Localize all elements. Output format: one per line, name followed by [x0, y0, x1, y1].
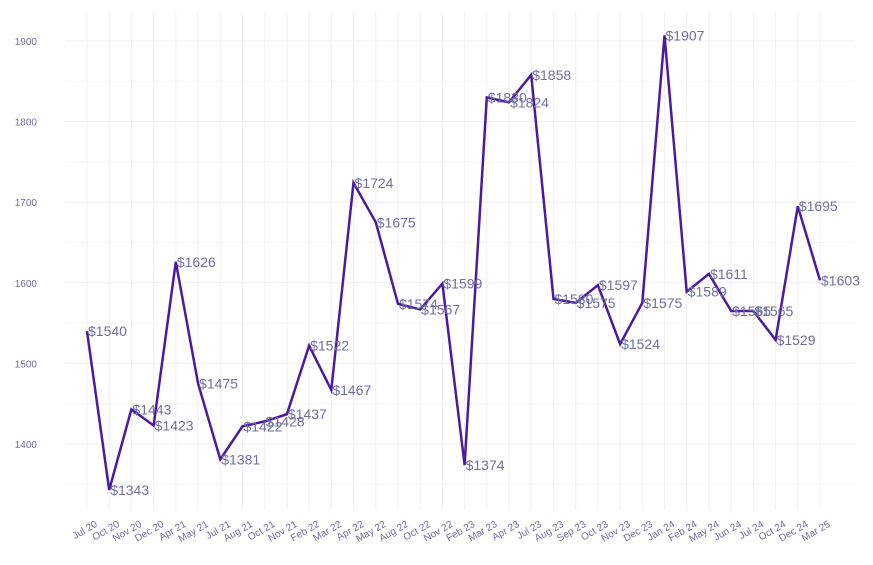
data-label: $1522 — [310, 338, 349, 354]
data-label: $1675 — [377, 214, 416, 230]
data-label: $1475 — [199, 376, 238, 392]
data-label: $1907 — [666, 27, 705, 43]
data-label: $1626 — [177, 254, 216, 270]
data-label: $1611 — [710, 266, 748, 282]
data-label: $1422 — [243, 418, 282, 434]
data-label: $1423 — [155, 417, 194, 433]
data-label: $1343 — [110, 482, 149, 498]
data-label: $1567 — [421, 301, 460, 317]
data-label: $1565 — [732, 303, 771, 319]
y-tick-label: 1600 — [15, 279, 38, 290]
grid — [65, 12, 855, 510]
data-label: $1374 — [466, 457, 505, 473]
data-label: $1467 — [332, 382, 371, 398]
data-label: $1437 — [288, 406, 327, 422]
data-label: $1575 — [643, 295, 682, 311]
data-label: $1580 — [554, 291, 593, 307]
y-tick-label: 1900 — [15, 37, 38, 48]
y-tick-label: 1400 — [15, 440, 38, 451]
y-axis-ticks: 1400 1500 1600 1700 1800 1900 — [15, 37, 38, 451]
data-label: $1443 — [132, 401, 171, 417]
data-label: $1824 — [510, 94, 549, 110]
series-line-price — [85, 35, 822, 491]
data-label: $1565 — [754, 303, 793, 319]
data-label: $1830 — [488, 89, 527, 105]
data-labels: $1540 $1343 $1443$1423 $1626 $1475 $1381 $1422… — [88, 27, 860, 498]
data-label: $1529 — [777, 332, 816, 348]
data-label: $1603 — [821, 272, 860, 288]
data-label: $1695 — [799, 198, 838, 214]
data-label: $1524 — [621, 336, 660, 352]
data-label: $1540 — [88, 323, 127, 339]
data-label: $1575 — [577, 295, 616, 311]
data-label: $1858 — [532, 67, 571, 83]
y-tick-label: 1500 — [15, 359, 38, 370]
y-tick-label: 1800 — [15, 118, 38, 129]
data-label: $1574 — [399, 296, 438, 312]
data-label: $1597 — [599, 277, 638, 293]
data-label: $1381 — [221, 451, 260, 467]
data-label: $1589 — [688, 284, 727, 300]
data-label: $1599 — [443, 276, 482, 292]
y-tick-label: 1700 — [15, 198, 38, 209]
data-label: $1428 — [266, 413, 305, 429]
data-label: $1724 — [355, 175, 394, 191]
